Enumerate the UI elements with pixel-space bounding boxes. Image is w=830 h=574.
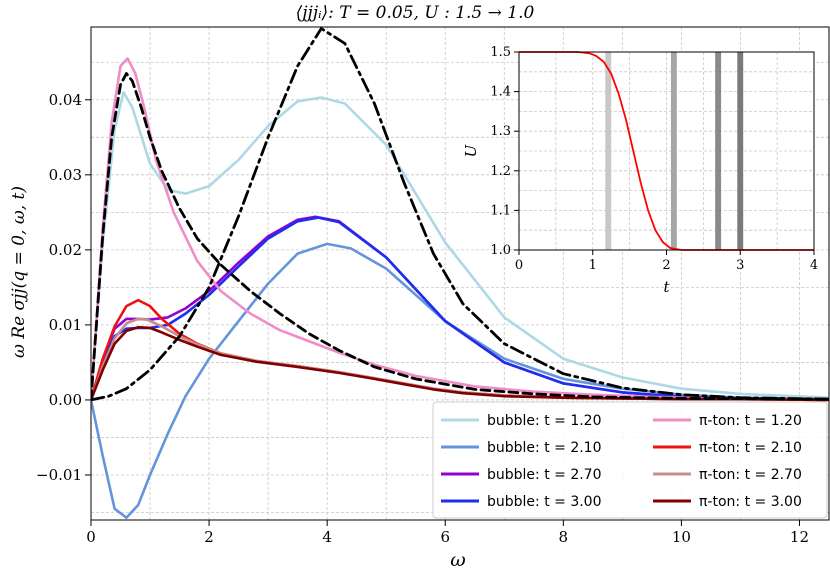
series-line-9 bbox=[91, 27, 829, 402]
inset-x-tick-label: 3 bbox=[736, 258, 744, 273]
series-clip-group bbox=[91, 27, 829, 519]
x-tick-label: 4 bbox=[322, 528, 332, 546]
x-tick-label: 0 bbox=[86, 528, 96, 546]
time-band bbox=[605, 52, 612, 250]
legend-label: bubble: t = 2.10 bbox=[487, 440, 602, 456]
series-line-1 bbox=[91, 242, 829, 519]
main-axes: 0 2 4 6 8 10 12−0.010.000.010.020.030.04 bbox=[36, 26, 830, 546]
legend-label: π-ton: t = 2.70 bbox=[699, 467, 802, 483]
legend-label: π-ton: t = 3.00 bbox=[699, 494, 802, 510]
y-tick-label: 0.02 bbox=[49, 241, 82, 259]
series-line-0 bbox=[91, 91, 829, 402]
plot-frame bbox=[90, 26, 830, 521]
inset-series-line bbox=[519, 51, 814, 251]
y-axis-label: ω Re σjj(q = 0, ω, t) bbox=[9, 186, 29, 358]
series-line-4 bbox=[91, 57, 829, 402]
legend-label: bubble: t = 3.00 bbox=[487, 494, 602, 510]
inset-y-tick-label: 1.1 bbox=[490, 203, 511, 218]
time-band bbox=[737, 52, 744, 250]
time-band bbox=[715, 52, 722, 250]
y-tick-label: 0.00 bbox=[49, 391, 82, 409]
x-tick-label: 2 bbox=[204, 528, 214, 546]
legend-label: π-ton: t = 2.10 bbox=[699, 440, 802, 456]
y-tick-label: 0.01 bbox=[49, 316, 82, 334]
legend-label: bubble: t = 1.20 bbox=[487, 413, 602, 429]
inset-y-tick-label: 1.5 bbox=[490, 45, 511, 60]
inset-x-tick-label: 2 bbox=[662, 258, 670, 273]
inset-y-tick-label: 1.0 bbox=[490, 243, 511, 258]
series-line-8 bbox=[91, 72, 829, 402]
inset-x-tick-label: 0 bbox=[515, 258, 523, 273]
y-tick-label: −0.01 bbox=[36, 466, 82, 484]
inset-chart: 0 1 2 3 4 1.0 1.1 1.2 1.3 1.4 1.5 t U bbox=[462, 45, 818, 296]
series-line-7 bbox=[91, 325, 829, 402]
x-tick-label: 12 bbox=[790, 528, 809, 546]
inset-x-tick-label: 1 bbox=[589, 258, 597, 273]
main-series-group bbox=[91, 27, 829, 519]
legend-label: bubble: t = 2.70 bbox=[487, 467, 602, 483]
x-tick-label: 8 bbox=[559, 528, 569, 546]
y-tick-label: 0.03 bbox=[49, 166, 82, 184]
inset-x-tick-label: 4 bbox=[810, 258, 818, 273]
inset-y-tick-label: 1.4 bbox=[490, 85, 511, 100]
y-tick-label: 0.04 bbox=[49, 91, 82, 109]
legend: bubble: t = 1.20 bubble: t = 2.10 bubble: … bbox=[432, 401, 828, 519]
inset-x-axis-label: t bbox=[663, 278, 670, 296]
inset-y-tick-label: 1.3 bbox=[490, 124, 511, 139]
time-band bbox=[670, 52, 677, 250]
x-tick-label: 10 bbox=[672, 528, 691, 546]
chart-title: ⟨jjjᵢ⟩: T = 0.05, U : 1.5 → 1.0 bbox=[296, 3, 535, 23]
x-axis-label: ω bbox=[450, 549, 466, 571]
legend-label: π-ton: t = 1.20 bbox=[699, 413, 802, 429]
x-tick-label: 6 bbox=[440, 528, 450, 546]
legend-box bbox=[432, 401, 828, 519]
inset-y-tick-label: 1.2 bbox=[490, 164, 511, 179]
inset-y-axis-label: U bbox=[462, 143, 480, 157]
